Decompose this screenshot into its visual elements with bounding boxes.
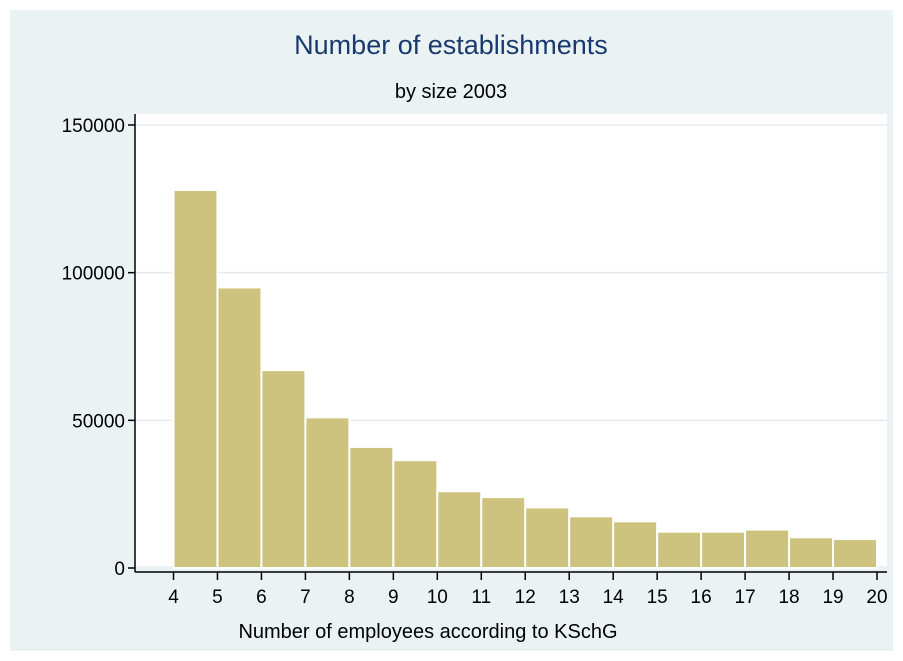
x-tick-label: 6 [256,587,267,608]
bar-19-20 [832,538,878,569]
x-tick-label: 16 [691,587,712,608]
y-tick-label: 0 [114,559,125,580]
x-tick-label: 11 [471,587,491,608]
x-tick-label: 12 [515,587,536,608]
x-tick-label: 20 [866,587,887,608]
x-tick-label: 8 [344,587,355,608]
x-tick-label: 18 [778,587,799,608]
chart-frame: Number of establishments by size 2003 0 5… [10,10,893,651]
chart: Number of establishments by size 2003 0 5… [62,30,888,643]
bar-12-13 [524,506,571,569]
y-tick-label: 50000 [72,411,125,432]
bar-7-8 [304,416,351,569]
bar-15-16 [656,530,703,570]
x-tick-label: 14 [603,587,625,608]
x-tick-label: 9 [388,587,399,608]
bar-4-5 [172,188,219,569]
bar-18-19 [788,536,835,570]
x-tick-label: 4 [168,587,179,608]
bars [172,188,878,570]
y-tick-label: 100000 [62,264,125,285]
chart-subtitle: by size 2003 [395,81,507,103]
bar-9-10 [392,459,439,570]
axes: 0 50000 100000 150000 4 5 6 7 8 9 10 11 12 13 14 15 16 17… [62,114,888,608]
bar-16-17 [700,530,747,570]
bar-10-11 [436,490,483,570]
bar-13-14 [568,515,615,570]
x-axis-title: Number of employees according to KSchG [238,621,617,643]
x-tick-label: 10 [427,587,448,608]
bar-6-7 [260,369,307,570]
x-tick-label: 13 [559,587,580,608]
bar-17-18 [744,528,791,570]
bar-14-15 [612,520,659,570]
y-tick-label: 150000 [62,116,125,137]
bar-11-12 [480,496,527,569]
x-tick-label: 15 [647,587,668,608]
chart-title: Number of establishments [294,30,608,60]
x-tick-label: 7 [300,587,311,608]
x-tick-label: 17 [735,587,756,608]
bar-5-6 [216,286,263,569]
x-tick-label: 19 [822,587,843,608]
x-tick-label: 5 [212,587,223,608]
bar-8-9 [348,445,395,569]
